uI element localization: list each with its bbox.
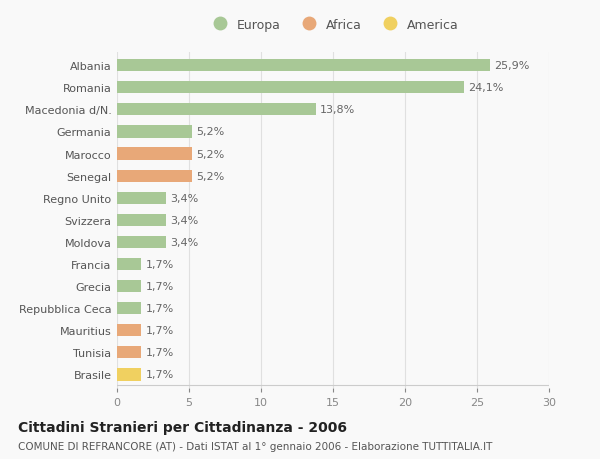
Legend: Europa, Africa, America: Europa, Africa, America: [202, 14, 464, 37]
Text: COMUNE DI REFRANCORE (AT) - Dati ISTAT al 1° gennaio 2006 - Elaborazione TUTTITA: COMUNE DI REFRANCORE (AT) - Dati ISTAT a…: [18, 441, 493, 451]
Bar: [117, 104, 316, 116]
Bar: [117, 302, 142, 314]
Text: 5,2%: 5,2%: [196, 127, 224, 137]
Bar: [117, 126, 192, 138]
Text: 3,4%: 3,4%: [170, 237, 199, 247]
Text: 1,7%: 1,7%: [146, 347, 174, 358]
Text: 3,4%: 3,4%: [170, 215, 199, 225]
Text: Cittadini Stranieri per Cittadinanza - 2006: Cittadini Stranieri per Cittadinanza - 2…: [18, 420, 347, 434]
Text: 24,1%: 24,1%: [469, 83, 504, 93]
Bar: [117, 369, 142, 381]
Text: 1,7%: 1,7%: [146, 259, 174, 269]
Bar: [117, 60, 490, 72]
Bar: [117, 170, 192, 182]
Text: 1,7%: 1,7%: [146, 369, 174, 380]
Text: 1,7%: 1,7%: [146, 281, 174, 291]
Text: 1,7%: 1,7%: [146, 303, 174, 313]
Text: 5,2%: 5,2%: [196, 149, 224, 159]
Text: 13,8%: 13,8%: [320, 105, 355, 115]
Bar: [117, 325, 142, 336]
Bar: [117, 280, 142, 292]
Bar: [117, 236, 166, 248]
Text: 1,7%: 1,7%: [146, 325, 174, 336]
Bar: [117, 192, 166, 204]
Text: 25,9%: 25,9%: [494, 61, 530, 71]
Bar: [117, 82, 464, 94]
Bar: [117, 347, 142, 358]
Bar: [117, 214, 166, 226]
Text: 5,2%: 5,2%: [196, 171, 224, 181]
Bar: [117, 148, 192, 160]
Bar: [117, 258, 142, 270]
Text: 3,4%: 3,4%: [170, 193, 199, 203]
